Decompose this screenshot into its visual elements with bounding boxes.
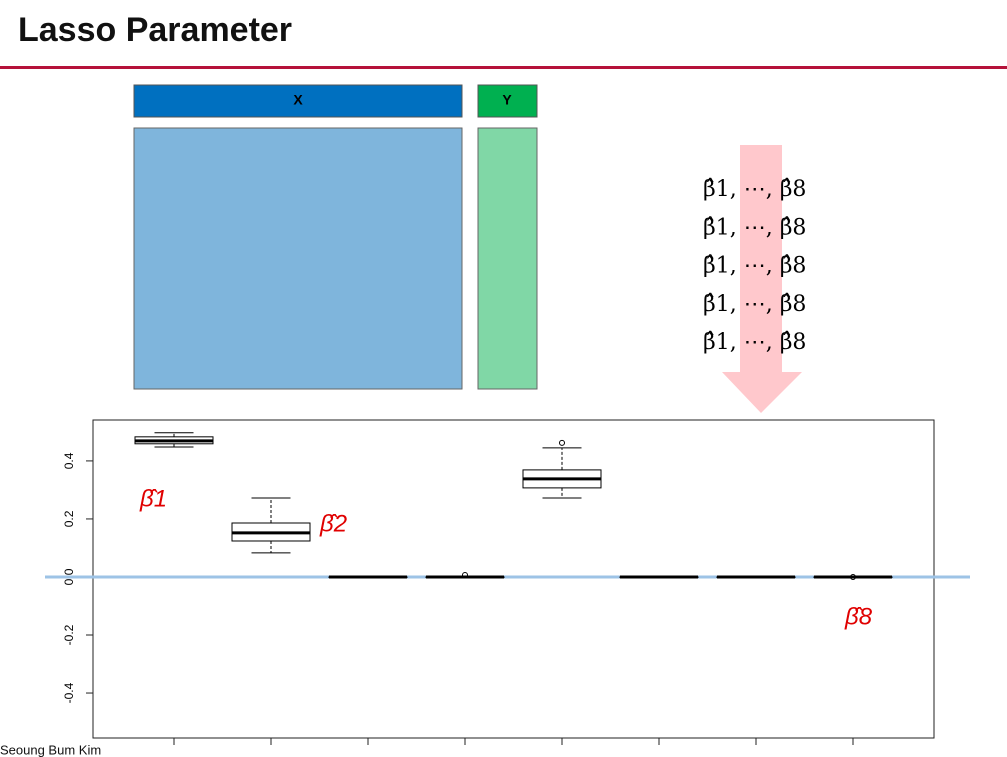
estimate-line: β̂1, ⋯, β̂8 (703, 177, 806, 202)
estimates: β̂1, ⋯, β̂8 β̂1, ⋯, β̂8 β̂1, ⋯, β̂8 β̂1, ⋯,… (703, 177, 806, 355)
estimate-line: β̂1, ⋯, β̂8 (703, 292, 806, 317)
outlier (462, 571, 468, 578)
x-label: X (293, 92, 303, 108)
x-matrix (133, 127, 463, 390)
y-tick-label: -0.2 (62, 624, 76, 645)
annotation: β̂1 (139, 485, 167, 512)
y-tick-label: 0.2 (62, 510, 76, 527)
y-matrix (477, 127, 538, 390)
estimate-line: β̂1, ⋯, β̂8 (703, 330, 806, 355)
annotation: β̂2 (319, 510, 347, 537)
footer: Seoung Bum Kim (0, 742, 101, 757)
y-label: Y (502, 92, 512, 108)
plot-frame (92, 419, 935, 739)
title-rule (0, 66, 1007, 69)
y-header (477, 84, 538, 118)
y-tick-label: -0.4 (62, 682, 76, 703)
x-header (133, 84, 463, 118)
arrow (722, 145, 802, 413)
annotation: β̂8 (844, 603, 873, 630)
outlier (850, 573, 856, 580)
estimate-line: β̂1, ⋯, β̂8 (703, 254, 806, 279)
y-tick-label: 0.4 (62, 452, 76, 469)
estimate-line: β̂1, ⋯, β̂8 (703, 215, 806, 240)
outlier (559, 439, 565, 446)
slide-title: Lasso Parameter (18, 11, 292, 49)
plot: -0.4-0.20.00.20.4 (45, 432, 970, 745)
